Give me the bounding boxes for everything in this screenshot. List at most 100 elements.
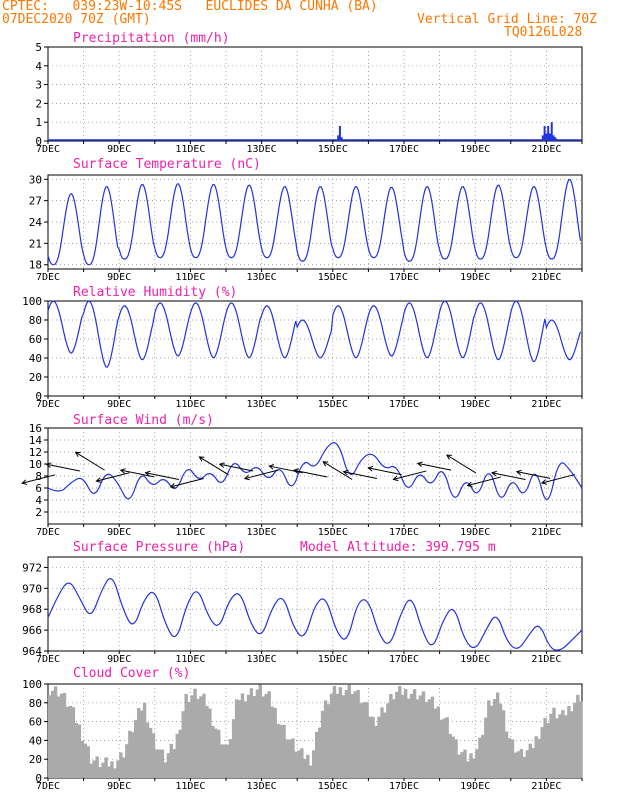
cloud-bar bbox=[113, 768, 117, 778]
wind-arrow bbox=[343, 471, 377, 479]
x-tick-label: 9DEC bbox=[107, 527, 131, 538]
cloud-bar bbox=[231, 719, 236, 778]
x-tick-label: 13DEC bbox=[247, 144, 277, 155]
cloud-bar bbox=[326, 704, 331, 778]
cloud-bar bbox=[285, 739, 289, 778]
cloud-bar bbox=[205, 705, 209, 778]
cloud-bar bbox=[407, 698, 411, 778]
y-tick-label: 12 bbox=[29, 446, 42, 459]
wind-arrow bbox=[22, 474, 56, 484]
cloud-bar bbox=[80, 740, 84, 778]
y-tick-label: 100 bbox=[22, 295, 42, 308]
x-tick-label: 7DEC bbox=[36, 781, 60, 792]
cloud-bar bbox=[258, 684, 262, 778]
cloud-bar bbox=[398, 686, 402, 778]
cloud-bar bbox=[528, 743, 532, 778]
y-tick-label: 80 bbox=[29, 697, 42, 710]
y-tick-label: 40 bbox=[29, 352, 42, 365]
cloud-bar bbox=[255, 689, 260, 778]
x-tick-label: 17DEC bbox=[389, 399, 419, 410]
cloud-bar bbox=[86, 746, 90, 778]
cloud-bar bbox=[409, 693, 414, 778]
cloud-bar bbox=[543, 717, 547, 778]
cloud-bar bbox=[472, 758, 476, 778]
precip-bar bbox=[554, 137, 557, 141]
panel-title: Relative Humidity (%) bbox=[73, 285, 237, 300]
precip-bar bbox=[340, 137, 343, 141]
cloud-bar bbox=[573, 702, 577, 778]
wind-arrow-head bbox=[342, 469, 349, 476]
cloud-bar bbox=[395, 691, 399, 778]
cloud-bar bbox=[243, 701, 248, 778]
cloud-bar bbox=[220, 744, 224, 778]
precip-bar bbox=[337, 135, 340, 141]
x-tick-label: 11DEC bbox=[175, 399, 205, 410]
y-tick-label: 20 bbox=[29, 753, 42, 766]
header-line2-left: 07DEC2020 70Z (GMT) bbox=[2, 12, 151, 27]
y-tick-label: 6 bbox=[35, 482, 42, 495]
x-tick-label: 21DEC bbox=[531, 399, 561, 410]
cloud-bar bbox=[187, 701, 191, 778]
cloud-bar bbox=[110, 761, 114, 778]
wind-arrow-head bbox=[491, 470, 497, 477]
x-tick-label: 17DEC bbox=[389, 781, 419, 792]
y-tick-label: 972 bbox=[22, 561, 42, 574]
cloud-bar bbox=[199, 696, 203, 778]
cloud-bar bbox=[178, 729, 182, 778]
cloud-bar bbox=[442, 718, 446, 778]
cloud-bar bbox=[558, 714, 562, 778]
cloud-bar bbox=[234, 699, 239, 778]
cloud-bar bbox=[561, 710, 565, 778]
y-tick-label: 970 bbox=[22, 582, 42, 595]
cloud-bar bbox=[294, 751, 298, 778]
y-tick-label: 27 bbox=[29, 195, 42, 208]
cloud-bar bbox=[226, 744, 230, 778]
cloud-bar bbox=[249, 688, 254, 778]
cloud-bar bbox=[56, 696, 61, 778]
x-tick-label: 15DEC bbox=[318, 399, 348, 410]
cloud-bar bbox=[534, 736, 538, 778]
cloud-bar bbox=[53, 686, 58, 778]
y-tick-label: 968 bbox=[22, 603, 42, 616]
cloud-bar bbox=[169, 743, 173, 778]
x-tick-label: 21DEC bbox=[531, 272, 561, 283]
cloud-bar bbox=[475, 749, 479, 778]
plot-frame bbox=[47, 556, 583, 652]
series-line bbox=[47, 442, 583, 500]
series-line bbox=[47, 578, 583, 651]
cloud-bar bbox=[380, 707, 384, 778]
wind-arrow-head bbox=[416, 461, 423, 468]
wind-arrow-head bbox=[293, 468, 299, 474]
cloud-bar bbox=[223, 744, 227, 778]
cloud-bar bbox=[65, 706, 70, 778]
wind-arrow bbox=[393, 470, 427, 480]
y-tick-label: 0 bbox=[35, 390, 42, 403]
y-tick-label: 1 bbox=[35, 116, 42, 129]
y-tick-label: 966 bbox=[22, 624, 42, 637]
y-tick-label: 2 bbox=[35, 97, 42, 110]
cloud-bar bbox=[48, 695, 52, 778]
cloud-bar bbox=[157, 749, 162, 778]
cloud-bar bbox=[519, 749, 524, 778]
x-tick-label: 7DEC bbox=[36, 399, 60, 410]
wind-arrow-head bbox=[540, 479, 547, 485]
y-tick-label: 80 bbox=[29, 314, 42, 327]
cloud-bar bbox=[240, 693, 245, 778]
precip-bar bbox=[547, 125, 550, 141]
x-tick-label: 17DEC bbox=[389, 527, 419, 538]
cloud-bar bbox=[362, 702, 366, 778]
x-tick-label: 7DEC bbox=[36, 144, 60, 155]
x-tick-label: 15DEC bbox=[318, 527, 348, 538]
cloud-bar bbox=[95, 756, 99, 778]
x-tick-label: 11DEC bbox=[175, 527, 205, 538]
cloud-bar bbox=[196, 698, 200, 778]
cloud-bar bbox=[374, 725, 378, 778]
x-tick-label: 7DEC bbox=[36, 272, 60, 283]
cloud-bar bbox=[273, 708, 277, 778]
cloud-bar bbox=[148, 727, 153, 778]
cloud-bar bbox=[211, 725, 215, 778]
cloud-bar bbox=[546, 723, 550, 778]
wind-arrow-head bbox=[446, 454, 452, 460]
wind-arrow bbox=[368, 467, 402, 476]
